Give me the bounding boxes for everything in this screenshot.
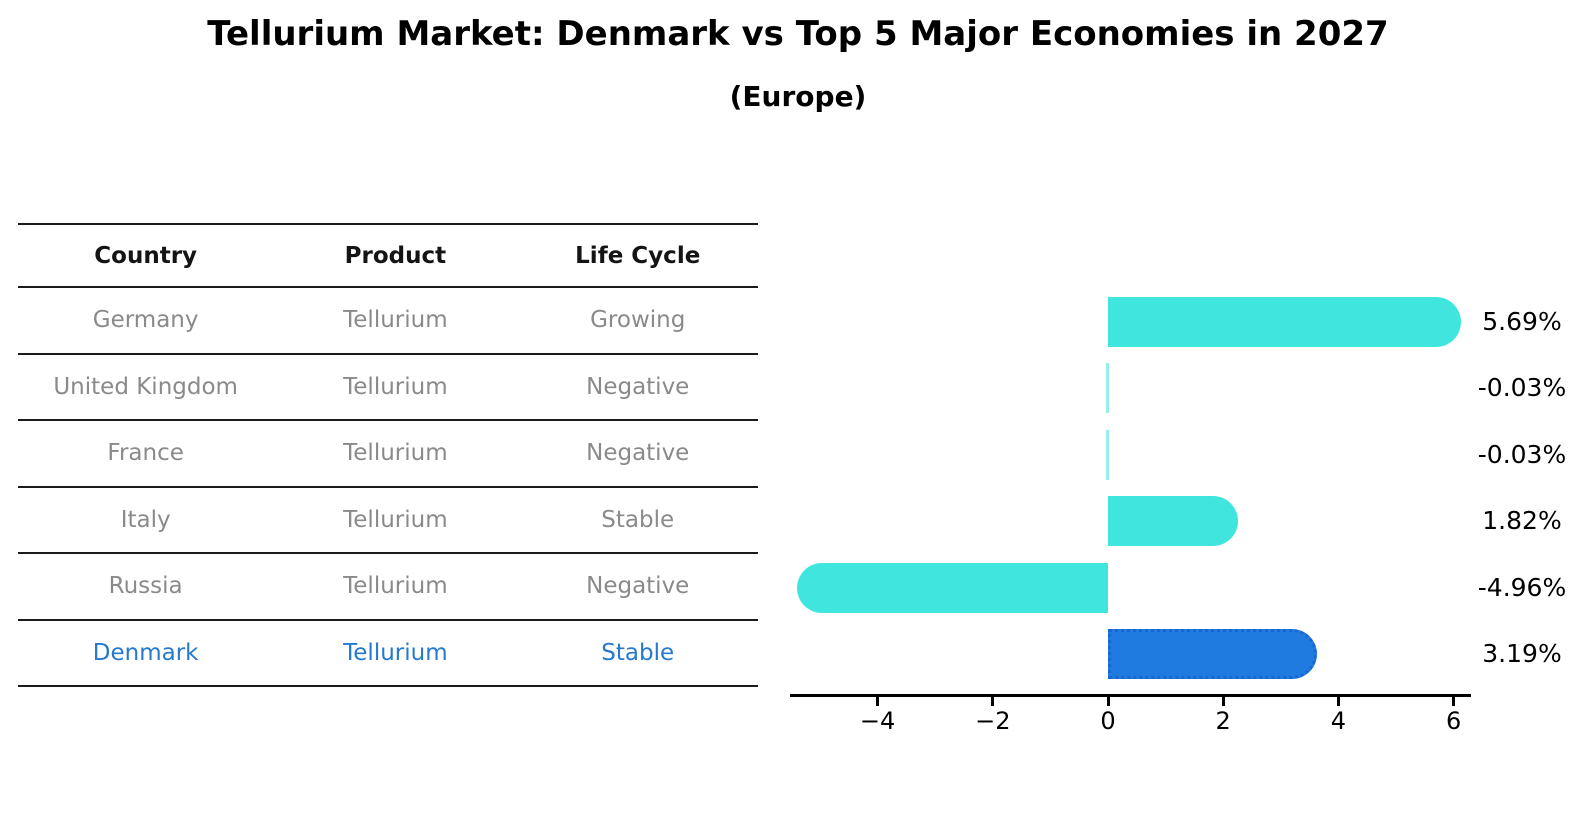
country-table: Country Product Life Cycle Germany Telluriu… [18, 223, 758, 687]
cell-country: Russia [108, 573, 183, 600]
cell-country: Denmark [92, 639, 199, 666]
tick-mark-4 [1336, 697, 1340, 706]
chart-subtitle: (Europe) [729, 80, 867, 113]
value-label-italy: 1.82% [1482, 506, 1562, 536]
cell-life_cycle: Growing [590, 307, 686, 334]
x-axis-line [790, 694, 1471, 697]
cell-country: Germany [92, 307, 199, 334]
column-header-country: Country [94, 242, 198, 269]
cell-product: Tellurium [343, 373, 448, 400]
cell-life_cycle: Negative [586, 373, 690, 400]
tick-mark-0 [1106, 697, 1110, 706]
tick-label-4: 4 [1330, 707, 1347, 735]
table-body: Germany Tellurium Growing United Kingdom Tel… [18, 288, 758, 687]
cell-life_cycle: Negative [586, 440, 690, 467]
bar-denmark [1108, 629, 1317, 679]
table-row-denmark: Denmark Tellurium Stable [18, 621, 758, 687]
cell-product: Tellurium [343, 440, 448, 467]
tick-mark--4 [876, 697, 880, 706]
tick-mark-2 [1221, 697, 1225, 706]
bar-italy [1108, 496, 1238, 547]
cell-life_cycle: Stable [601, 506, 675, 533]
value-label-france: -0.03% [1477, 439, 1567, 469]
cell-country: United Kingdom [53, 373, 238, 400]
table-row-france: France Tellurium Negative [18, 421, 758, 488]
column-header-product: Product [344, 242, 447, 269]
cell-product: Tellurium [343, 639, 448, 666]
tick-mark-6 [1452, 697, 1456, 706]
cell-country: France [107, 440, 184, 467]
table-row-italy: Italy Tellurium Stable [18, 488, 758, 554]
bar-russia [797, 562, 1108, 613]
tick-label--4: −4 [859, 707, 896, 735]
bar-france [1106, 429, 1109, 480]
cell-product: Tellurium [343, 573, 448, 600]
tick-label-6: 6 [1445, 707, 1462, 735]
tick-label--2: −2 [975, 707, 1011, 735]
table-row-germany: Germany Tellurium Growing [18, 288, 758, 355]
cell-product: Tellurium [343, 506, 448, 533]
value-label-germany: 5.69% [1482, 307, 1562, 336]
cell-country: Italy [120, 506, 171, 533]
cell-life_cycle: Negative [586, 573, 690, 600]
cell-product: Tellurium [343, 307, 448, 334]
value-label-russia: -4.96% [1477, 572, 1567, 602]
tick-mark--2 [991, 697, 995, 706]
column-header-life-cycle: Life Cycle [575, 242, 701, 269]
table-row-united-kingdom: United Kingdom Tellurium Negative [18, 355, 758, 421]
table-header-row: Country Product Life Cycle [18, 223, 758, 288]
bar-germany [1108, 297, 1461, 347]
bar-united-kingdom [1106, 363, 1109, 414]
value-label-united-kingdom: -0.03% [1477, 373, 1567, 403]
chart-title: Tellurium Market: Denmark vs Top 5 Major… [207, 14, 1389, 54]
tick-label-0: 0 [1100, 707, 1116, 735]
value-label-denmark: 3.19% [1482, 639, 1562, 668]
table-row-russia: Russia Tellurium Negative [18, 554, 758, 621]
cell-life_cycle: Stable [601, 639, 675, 666]
tick-label-2: 2 [1215, 707, 1231, 735]
